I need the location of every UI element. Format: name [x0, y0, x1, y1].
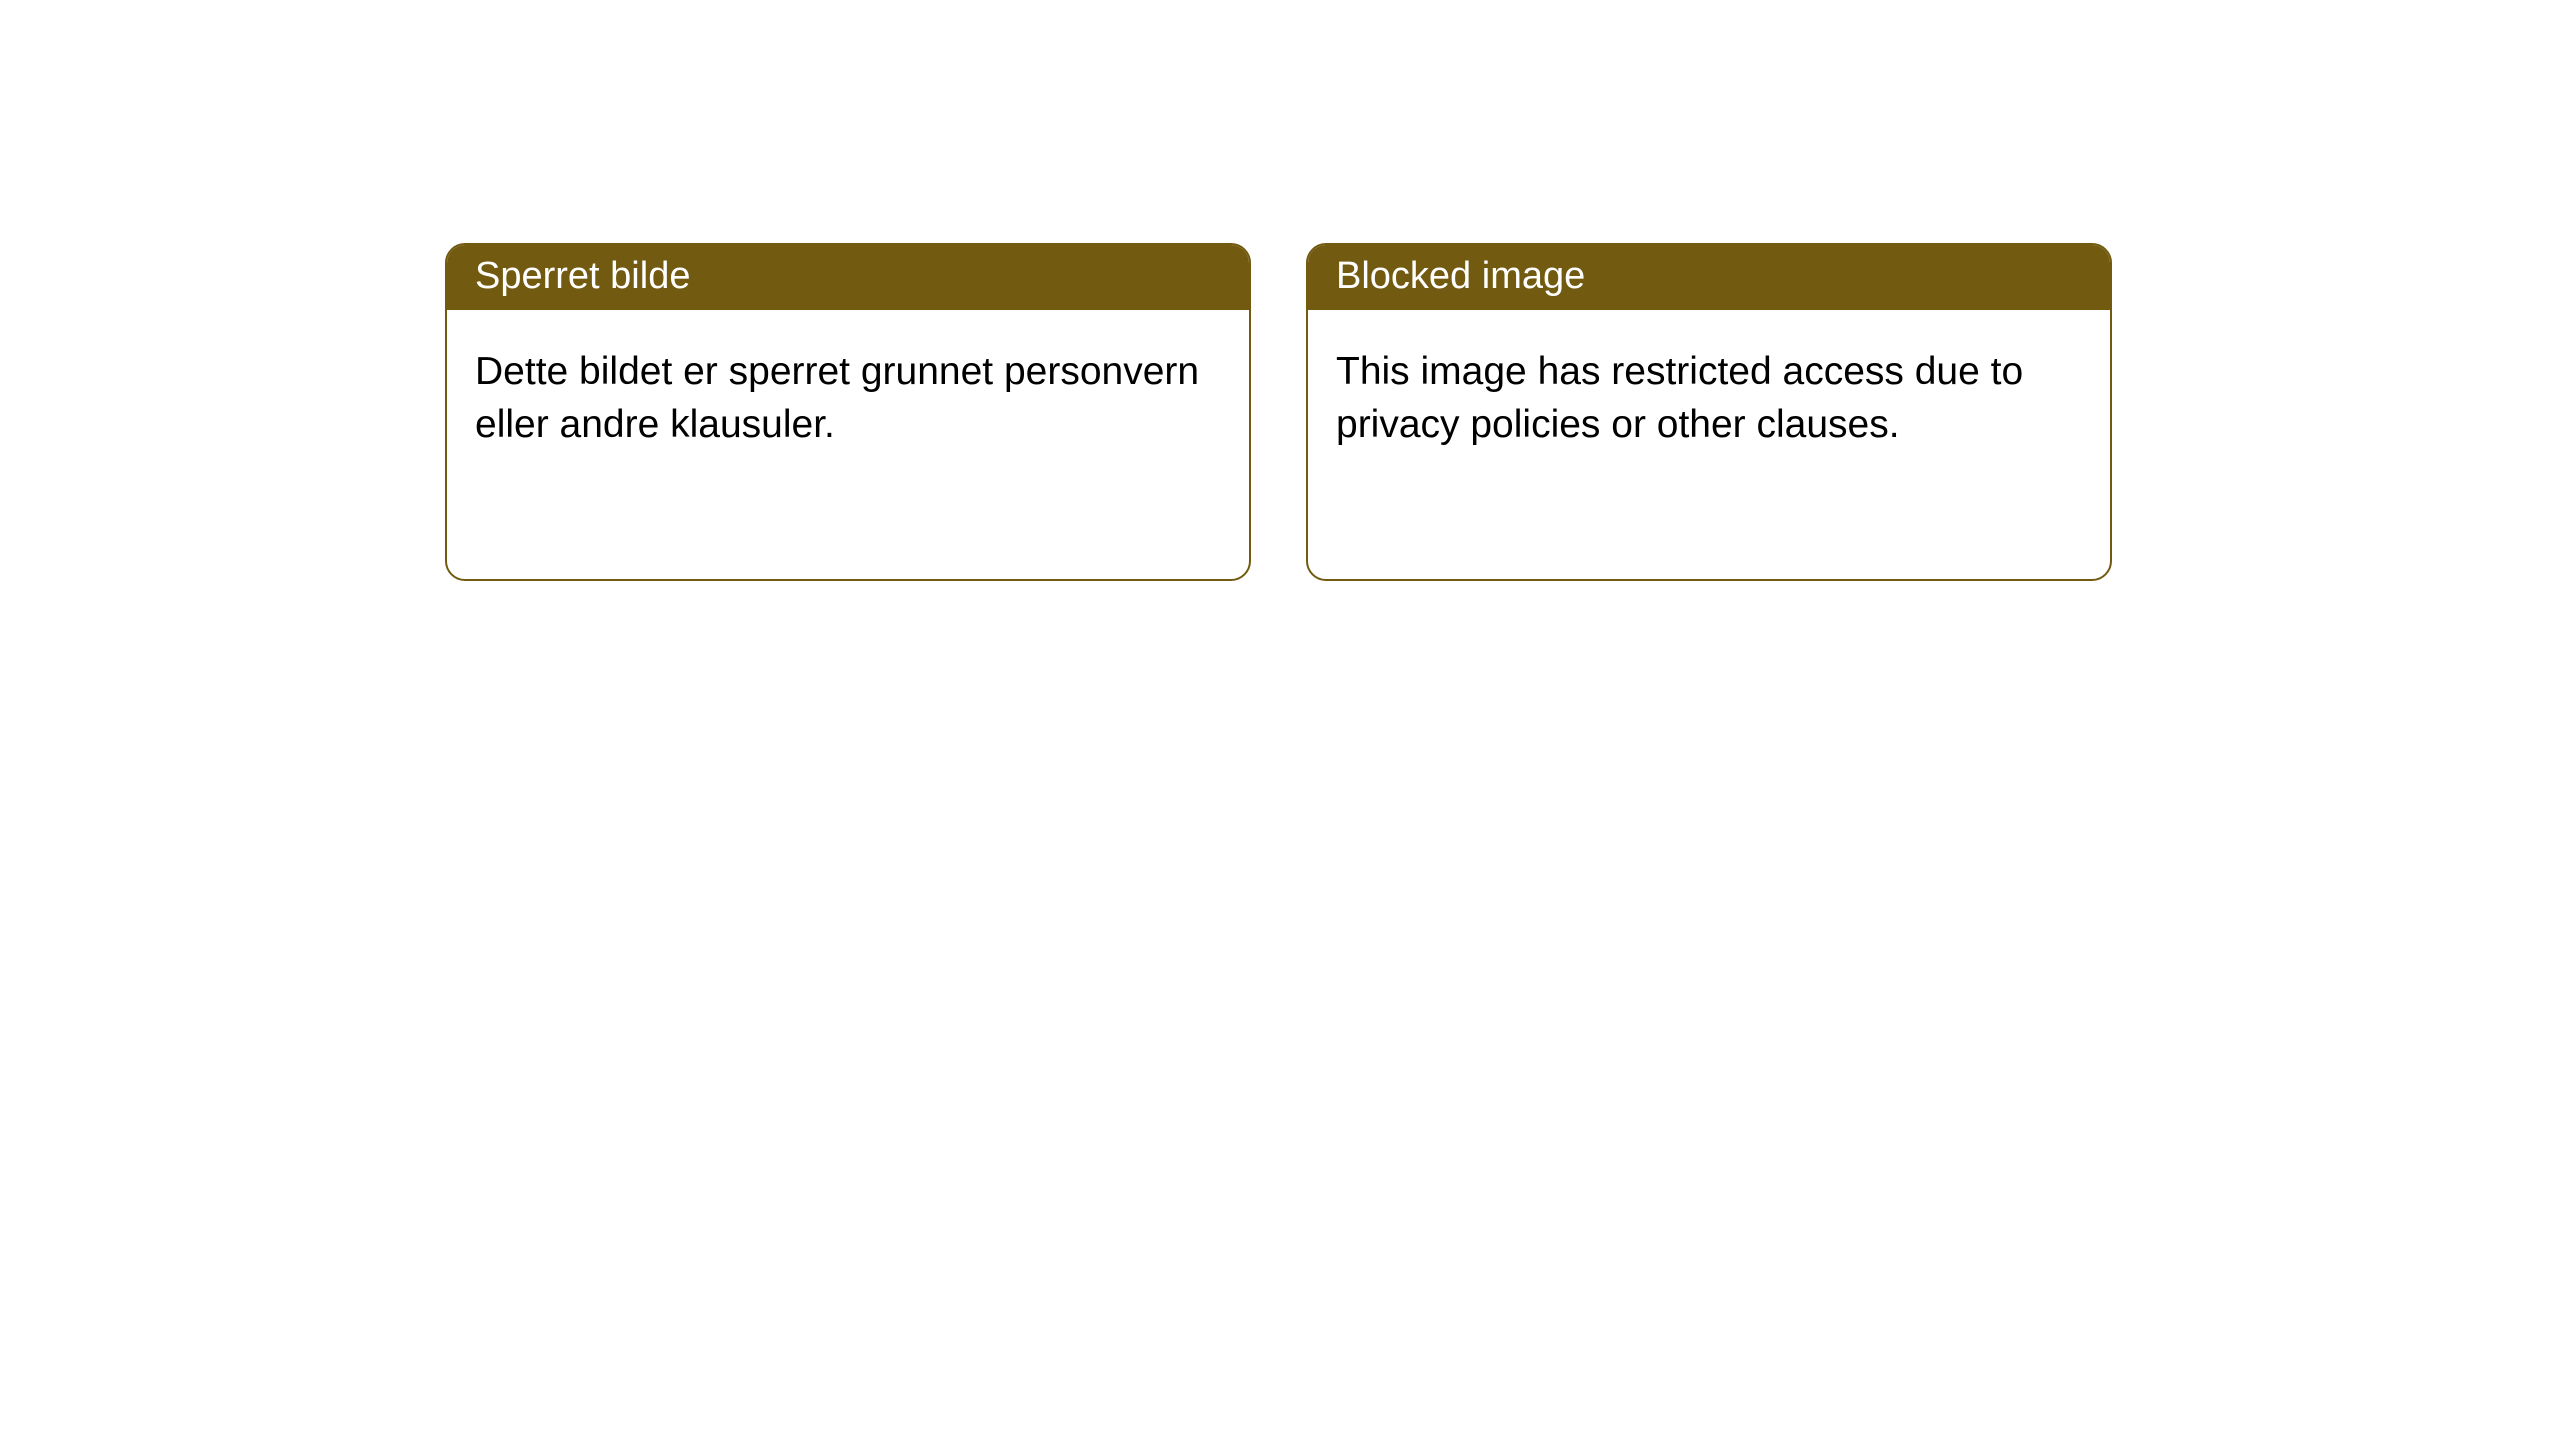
- blocked-notice-card-no: Sperret bilde Dette bildet er sperret gr…: [445, 243, 1251, 581]
- card-header-no: Sperret bilde: [447, 245, 1249, 310]
- card-text-en: This image has restricted access due to …: [1336, 350, 2023, 446]
- notice-container: Sperret bilde Dette bildet er sperret gr…: [0, 0, 2560, 581]
- card-body-no: Dette bildet er sperret grunnet personve…: [447, 310, 1249, 487]
- card-title-en: Blocked image: [1336, 255, 1585, 297]
- card-text-no: Dette bildet er sperret grunnet personve…: [475, 350, 1199, 446]
- blocked-notice-card-en: Blocked image This image has restricted …: [1306, 243, 2112, 581]
- card-body-en: This image has restricted access due to …: [1308, 310, 2110, 487]
- card-title-no: Sperret bilde: [475, 255, 690, 297]
- card-header-en: Blocked image: [1308, 245, 2110, 310]
